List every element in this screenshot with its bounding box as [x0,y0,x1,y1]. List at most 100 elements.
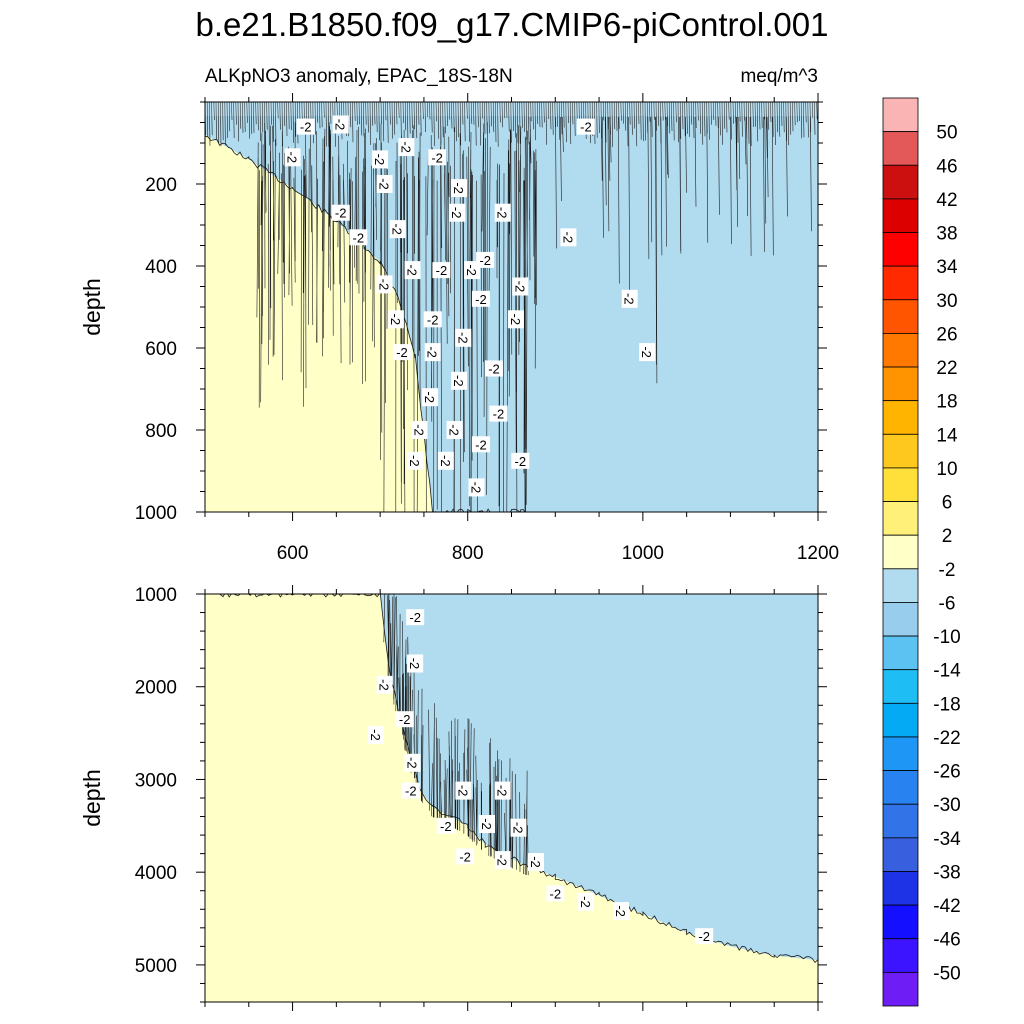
colorbar-swatch [882,702,919,738]
colorbar-level-label: 26 [936,324,957,345]
x-tick-label: 800 [452,543,484,564]
contour-label: -2 [401,782,420,799]
svg-text:-2: -2 [377,679,392,691]
contour-label: -2 [376,175,393,193]
contour-label: -2 [437,451,454,470]
y-axis-ticks [196,593,827,1003]
svg-text:-2: -2 [613,905,628,917]
svg-text:-2: -2 [390,223,405,235]
contour-label: -2 [428,149,447,166]
colorbar-swatch [882,568,919,603]
contour-label: -2 [367,725,384,744]
y-tick-label: 2000 [135,678,177,699]
colorbar-level-label: 34 [936,257,958,278]
svg-text:-2: -2 [512,281,527,293]
contour-label: -2 [422,388,439,407]
colorbar-swatch [882,904,919,940]
y-tick-label: 200 [145,175,177,196]
colorbar-swatch [882,534,919,570]
y-tick-label: 4000 [135,863,177,884]
contour-label: -2 [331,204,350,221]
colorbar-swatch [882,97,919,133]
upper-panel: -2 -2 -2 -2 -2 -2 -2 -2 -2 -2 -2 -2 -2 -2 -2 -2 -2 -2 -2 -2… [79,93,839,564]
contour-label: -2 [436,817,455,834]
contour-label: -2 [511,452,530,469]
colorbar-swatch [882,164,919,200]
svg-text:-2: -2 [409,610,421,625]
contour-label: -2 [404,753,421,772]
svg-text:-2: -2 [377,178,392,190]
colorbar-swatch [882,232,919,267]
svg-text:-2: -2 [377,279,392,291]
svg-text:-2: -2 [560,232,575,244]
zero-contour-line [205,135,529,512]
colorbar-swatch [882,299,919,334]
subtitle-units: meq/m^3 [740,66,818,87]
contour-label: -2 [489,405,508,422]
svg-text:-2: -2 [300,120,312,135]
svg-text:-2: -2 [479,253,491,268]
x-tick-label: 1000 [622,543,664,564]
svg-text:-2: -2 [469,482,484,494]
colorbar-level-label: -30 [933,795,960,816]
contour-label: -2 [621,289,638,308]
colorbar-level-label: -46 [933,930,960,951]
svg-text:-2: -2 [438,455,453,467]
colorbar-swatch [882,333,919,368]
svg-text:-2: -2 [508,314,523,326]
svg-text:-2: -2 [405,784,417,799]
contour-label: -2 [296,118,315,135]
svg-text:-2: -2 [425,346,440,358]
x-tick-label: 600 [277,543,309,564]
plot-area [205,102,818,512]
svg-text:-2: -2 [495,207,510,219]
contour-label: -2 [407,451,424,470]
svg-text:-2: -2 [451,182,466,194]
positive-anomaly-region [205,594,818,1002]
svg-text:-2: -2 [353,230,365,245]
colorbar-level-label: -22 [933,728,960,749]
plot-area [205,594,818,1002]
svg-text:-2: -2 [405,264,420,276]
svg-text:-2: -2 [479,818,494,830]
svg-text:-2: -2 [368,729,383,741]
y-tick-label: 800 [145,421,177,442]
colorbar-swatch [882,669,919,704]
svg-text:-2: -2 [449,207,464,219]
svg-text:-2: -2 [407,658,422,670]
contour-label: -2 [424,343,441,362]
svg-text:-2: -2 [511,822,526,834]
colorbar-level-label: 50 [936,123,957,144]
colorbar-level-label: -50 [933,963,960,984]
colorbar-swatch [882,837,919,872]
colorbar-level-label: 18 [936,392,957,413]
contour-label: -2 [455,328,472,347]
colorbar-swatch [882,198,919,233]
colorbar-level-label: -6 [939,593,956,614]
contour-label: -2 [528,853,544,871]
y-axis-label: depth [79,769,105,827]
colorbar-level-label: -2 [939,560,956,581]
svg-text:-2: -2 [495,785,510,797]
colorbar-level-label: -26 [933,762,960,783]
colorbar-swatch [882,971,919,1007]
svg-text:-2: -2 [440,819,452,834]
contour-label: -2 [389,220,406,239]
contour-label: -2 [512,277,529,296]
contour-label: -2 [485,360,503,377]
contour-label: -2 [393,344,411,361]
colorbar-level-label: -38 [933,862,960,883]
contour-label: -2 [446,421,463,439]
y-tick-label: 1000 [135,585,177,606]
svg-text:-2: -2 [488,362,500,377]
y-axis-ticks [196,101,827,513]
contour-label: -2 [507,310,524,329]
contour-label: -2 [411,421,428,439]
contour-label: -2 [376,675,393,694]
contour-label: -2 [494,851,511,870]
colorbar-swatch [882,433,919,469]
svg-text:-2: -2 [475,437,487,452]
contour-label: -2 [398,138,415,157]
colorbar-swatch [882,501,919,536]
